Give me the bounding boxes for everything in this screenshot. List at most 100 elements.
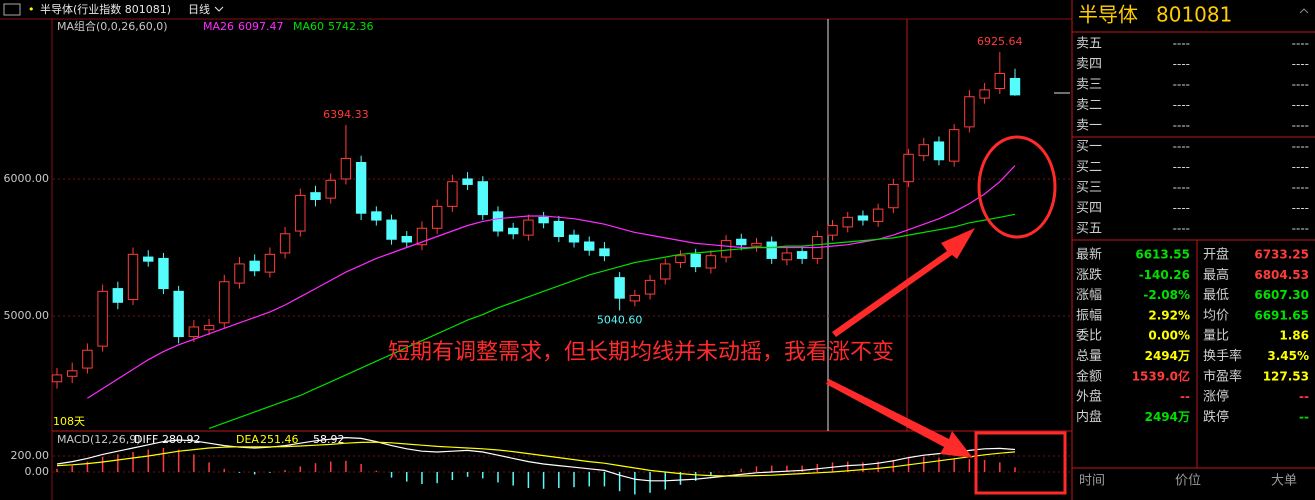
quote-name: 半导体 — [1078, 3, 1138, 27]
candle-body — [584, 241, 595, 251]
candle-body — [492, 211, 504, 232]
footer-tab[interactable]: 价位 — [1175, 474, 1201, 489]
book-volume: ---- — [1292, 98, 1309, 112]
candle-body — [66, 370, 78, 377]
candle-body — [827, 225, 838, 236]
candle-body — [279, 233, 291, 254]
candle-body — [964, 96, 975, 128]
book-price: ---- — [1173, 119, 1190, 133]
book-price: ---- — [1173, 57, 1190, 71]
book-volume: ---- — [1292, 181, 1309, 195]
instrument-title[interactable]: 半导体(行业指数 801081) — [40, 2, 171, 16]
stat-label: 外盘 — [1076, 389, 1102, 405]
candle-body — [553, 220, 565, 238]
candle-body — [979, 89, 990, 99]
book-label: 买二 — [1076, 160, 1102, 175]
candle-body — [143, 256, 154, 262]
stat-value: 1.86 — [1279, 329, 1309, 343]
candle-body — [675, 255, 686, 264]
stat-label: 最新 — [1076, 247, 1102, 263]
stat-label: 振幅 — [1076, 308, 1102, 323]
book-volume: ---- — [1292, 119, 1309, 133]
legend-value: 6097.47 — [238, 20, 284, 33]
stat-label: 金额 — [1076, 368, 1102, 384]
y-tick-label: 200.00 — [11, 449, 50, 462]
macd-value: 58.92 — [313, 433, 345, 446]
stat-label: 涨跌 — [1076, 267, 1102, 283]
stat-label: 涨停 — [1203, 389, 1229, 405]
candle-body — [629, 294, 641, 302]
dropdown-arrow[interactable] — [214, 6, 224, 12]
candle-body — [203, 325, 215, 331]
legend-value: 280.92 — [162, 433, 201, 446]
quote-code: 801081 — [1156, 3, 1232, 27]
candle-body — [1009, 77, 1021, 96]
candle-body — [188, 326, 200, 338]
book-price: ---- — [1173, 37, 1190, 51]
candle-body — [416, 227, 428, 246]
book-price: ---- — [1173, 78, 1190, 92]
stat-value: 6613.55 — [1135, 248, 1190, 262]
stat-value: 6691.65 — [1254, 308, 1309, 322]
candle-body — [507, 227, 519, 235]
trough-label: 5040.60 — [597, 313, 643, 326]
candle-body — [97, 290, 108, 347]
menu-icon[interactable] — [3, 3, 21, 16]
candle-body — [219, 281, 230, 324]
candle-body — [462, 178, 473, 185]
candle-body — [538, 216, 549, 224]
footer-tab[interactable]: 时间 — [1079, 474, 1105, 489]
book-volume: ---- — [1292, 201, 1309, 215]
footer-tab[interactable]: 大单 — [1271, 474, 1297, 489]
stat-label: 换手率 — [1203, 348, 1242, 364]
y-tick-label: 0.00 — [25, 465, 50, 478]
collapse-icon[interactable] — [1299, 8, 1309, 14]
stat-value: -- — [1180, 390, 1190, 404]
book-label: 买三 — [1076, 181, 1102, 196]
stat-label: 内盘 — [1076, 409, 1102, 425]
legend-name: MA26 — [203, 20, 234, 33]
y-tick-label: 6000.00 — [4, 172, 50, 185]
book-label: 买四 — [1076, 201, 1102, 216]
candle-body — [127, 253, 139, 301]
candle-body — [447, 181, 458, 207]
candle-body — [660, 263, 671, 280]
book-label: 买一 — [1076, 140, 1102, 155]
stat-label: 总量 — [1076, 349, 1102, 364]
candle-body — [736, 238, 747, 246]
candle-body — [82, 349, 93, 369]
candle-body — [948, 129, 960, 162]
stat-value: -- — [1299, 410, 1309, 424]
peak-label: 6394.33 — [323, 108, 369, 121]
legend-name: DEA — [236, 433, 259, 446]
stat-label: 最低 — [1203, 288, 1229, 303]
candle-body — [112, 288, 124, 303]
days-label: 108天 — [53, 415, 85, 428]
stat-value: 2.92% — [1148, 308, 1190, 322]
candle-body — [371, 211, 382, 221]
stat-value: 0.00% — [1148, 329, 1190, 343]
book-volume: ---- — [1292, 140, 1309, 154]
period-selector[interactable]: 日线 — [188, 2, 210, 16]
book-volume: ---- — [1292, 222, 1309, 236]
stat-value: 6733.25 — [1254, 248, 1309, 262]
book-price: ---- — [1173, 98, 1190, 112]
legend-name: MA60 — [293, 20, 324, 33]
stat-value: 127.53 — [1263, 369, 1309, 383]
stat-label: 均价 — [1203, 308, 1229, 323]
candle-body — [842, 216, 853, 228]
macd-legend: MACD(12,26,9) — [57, 433, 141, 446]
candle-body — [51, 374, 63, 383]
highlight-ellipse — [977, 135, 1057, 239]
candle-body — [903, 153, 914, 183]
arrow — [826, 379, 973, 458]
stat-value: 1539.0亿 — [1132, 368, 1190, 383]
candle-body — [933, 141, 945, 161]
candle-body — [310, 192, 321, 201]
book-label: 卖五 — [1076, 37, 1102, 52]
stat-value: 6607.30 — [1254, 288, 1309, 302]
stat-label: 开盘 — [1203, 247, 1229, 263]
book-label: 卖三 — [1076, 78, 1102, 93]
stat-value: 2494万 — [1145, 410, 1190, 424]
